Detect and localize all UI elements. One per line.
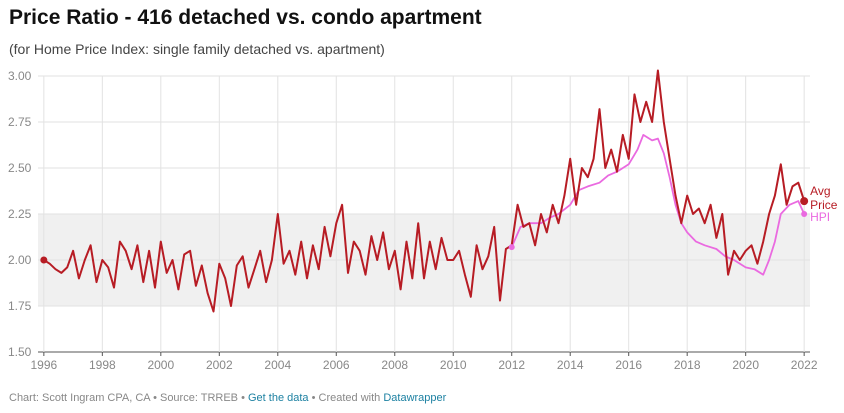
x-tick-label: 2012	[498, 358, 525, 372]
hpi-label: HPI	[810, 210, 830, 224]
x-tick-label: 2014	[557, 358, 584, 372]
series-line-avg-price	[43, 69, 806, 313]
x-tick-label: 2000	[147, 358, 174, 372]
x-tick-label: 2004	[264, 358, 291, 372]
y-tick-label: 3.00	[8, 69, 32, 83]
footer-middle: • Created with	[308, 392, 384, 404]
y-tick-label: 2.75	[8, 115, 32, 129]
get-data-link[interactable]: Get the data	[248, 392, 309, 404]
x-tick-label: 2008	[381, 358, 408, 372]
series-line-hpi	[510, 134, 806, 276]
x-tick-label: 2018	[674, 358, 701, 372]
avg-price-label-line2: Price	[810, 198, 838, 212]
avg-price-label: Avg	[810, 184, 830, 198]
y-tick-label: 2.25	[8, 207, 32, 221]
avg-price-start-point	[40, 256, 48, 264]
avg-price-end-point	[800, 197, 809, 206]
x-tick-label: 2016	[615, 358, 642, 372]
chart-subtitle: (for Home Price Index: single family det…	[9, 41, 385, 57]
footer-credit: Chart: Scott Ingram CPA, CA • Source: TR…	[9, 392, 248, 404]
y-tick-label: 2.00	[8, 253, 32, 267]
x-tick-label: 2020	[732, 358, 759, 372]
x-tick-label: 2010	[440, 358, 467, 372]
hpi-end-point	[801, 211, 808, 217]
hpi-start-point	[508, 244, 515, 251]
x-tick-label: 2022	[791, 358, 818, 372]
y-tick-label: 1.75	[8, 299, 32, 313]
x-tick-label: 1996	[30, 358, 57, 372]
datawrapper-link[interactable]: Datawrapper	[383, 392, 447, 404]
chart-title: Price Ratio - 416 detached vs. condo apa…	[9, 6, 482, 29]
y-tick-label: 2.50	[8, 161, 32, 175]
chart-footer: Chart: Scott Ingram CPA, CA • Source: TR…	[9, 392, 446, 404]
y-tick-label: 1.50	[8, 345, 32, 359]
x-tick-label: 1998	[89, 358, 116, 372]
x-tick-label: 2006	[323, 358, 350, 372]
x-tick-label: 2002	[206, 358, 233, 372]
